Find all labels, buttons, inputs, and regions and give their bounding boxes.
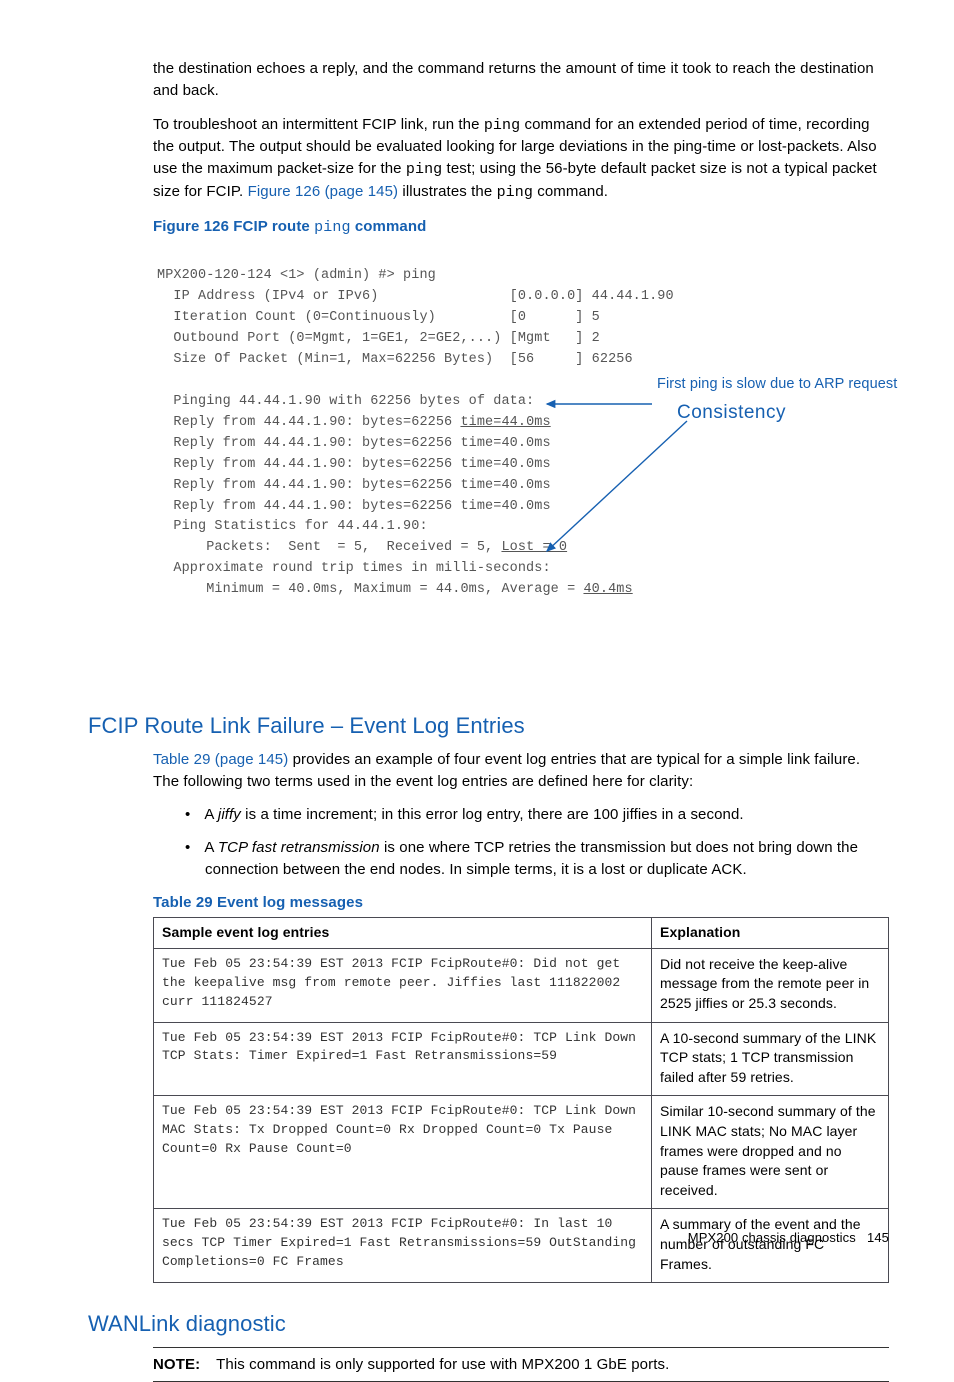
term-line: Reply from 44.44.1.90: bytes=62256 time=… <box>157 478 551 493</box>
sample-cell: Tue Feb 05 23:54:39 EST 2013 FCIP FcipRo… <box>154 1209 652 1283</box>
caption-text: Figure 126 FCIP route <box>153 218 314 235</box>
annotation-arrows <box>527 371 827 591</box>
term-line: MPX200-120-124 <1> (admin) #> ping <box>157 268 436 283</box>
page-number: 145 <box>867 1230 889 1245</box>
list-item: A jiffy is a time increment; in this err… <box>153 804 889 827</box>
table-29-link[interactable]: Table 29 (page 145) <box>153 751 288 768</box>
figure-126-caption: Figure 126 FCIP route ping command <box>153 218 889 236</box>
term-line: Packets: Sent = 5, Received = 5, <box>157 540 501 555</box>
text: illustrates the <box>398 183 496 200</box>
term-line: IP Address (IPv4 or IPv6) [0.0.0.0] 44.4… <box>157 289 674 304</box>
explanation-cell: A 10-second summary of the LINK TCP stat… <box>652 1022 889 1096</box>
term-blank <box>157 373 165 388</box>
intro-para-2: To troubleshoot an intermittent FCIP lin… <box>153 114 889 204</box>
terminal-output: MPX200-120-124 <1> (admin) #> ping IP Ad… <box>157 246 889 685</box>
term-line: Outbound Port (0=Mgmt, 1=GE1, 2=GE2,...)… <box>157 331 600 346</box>
term-jiffy: jiffy <box>218 806 241 823</box>
sample-cell: Tue Feb 05 23:54:39 EST 2013 FCIP FcipRo… <box>154 1022 652 1096</box>
table-row: Tue Feb 05 23:54:39 EST 2013 FCIP FcipRo… <box>154 948 889 1022</box>
col-sample: Sample event log entries <box>154 917 652 948</box>
text: To troubleshoot an intermittent FCIP lin… <box>153 116 484 133</box>
section-heading-wanlink: WANLink diagnostic <box>88 1311 889 1337</box>
term-line: Ping Statistics for 44.44.1.90: <box>157 519 428 534</box>
table-row: Tue Feb 05 23:54:39 EST 2013 FCIP FcipRo… <box>154 1209 889 1283</box>
caption-cmd: ping <box>314 219 350 236</box>
term-line: Reply from 44.44.1.90: bytes=62256 time=… <box>157 457 551 472</box>
table-29-caption: Table 29 Event log messages <box>153 894 889 911</box>
explanation-cell: Did not receive the keep-alive message f… <box>652 948 889 1022</box>
page-footer: MPX200 chassis diagnostics 145 <box>688 1230 889 1245</box>
definition-list: A jiffy is a time increment; in this err… <box>153 804 889 882</box>
ping-cmd: ping <box>484 117 520 134</box>
text: A <box>204 806 218 823</box>
ping-cmd: ping <box>406 161 442 178</box>
term-line: Reply from 44.44.1.90: bytes=62256 time=… <box>157 436 551 451</box>
footer-text: MPX200 chassis diagnostics <box>688 1230 856 1245</box>
term-line: Reply from 44.44.1.90: bytes=62256 <box>157 415 460 430</box>
term-line: Reply from 44.44.1.90: bytes=62256 time=… <box>157 499 551 514</box>
intro-para-1: the destination echoes a reply, and the … <box>153 58 889 102</box>
col-explanation: Explanation <box>652 917 889 948</box>
term-line: Minimum = 40.0ms, Maximum = 44.0ms, Aver… <box>157 582 583 597</box>
ping-cmd: ping <box>497 184 533 201</box>
term-line: Size Of Packet (Min=1, Max=62256 Bytes) … <box>157 352 633 367</box>
table-header-row: Sample event log entries Explanation <box>154 917 889 948</box>
text: is a time increment; in this error log e… <box>241 806 744 823</box>
note-text: This command is only supported for use w… <box>216 1356 669 1373</box>
explanation-cell: Similar 10-second summary of the LINK MA… <box>652 1096 889 1209</box>
sample-cell: Tue Feb 05 23:54:39 EST 2013 FCIP FcipRo… <box>154 1096 652 1209</box>
event-log-table: Sample event log entries Explanation Tue… <box>153 917 889 1283</box>
term-line: Pinging 44.44.1.90 with 62256 bytes of d… <box>157 394 534 409</box>
note-label: NOTE: <box>153 1356 200 1373</box>
caption-text: command <box>351 218 427 235</box>
term-tcp-fast-retrans: TCP fast retransmission <box>218 839 380 856</box>
table-row: Tue Feb 05 23:54:39 EST 2013 FCIP FcipRo… <box>154 1096 889 1209</box>
list-item: A TCP fast retransmission is one where T… <box>153 837 889 882</box>
text: command. <box>533 183 608 200</box>
page-content: the destination echoes a reply, and the … <box>153 58 889 1382</box>
term-line: Approximate round trip times in milli-se… <box>157 561 551 576</box>
section1-para: Table 29 (page 145) provides an example … <box>153 749 889 793</box>
section-heading-fcip: FCIP Route Link Failure – Event Log Entr… <box>88 713 889 739</box>
note-block: NOTE: This command is only supported for … <box>153 1347 889 1382</box>
text: A <box>204 839 218 856</box>
figure-126-link[interactable]: Figure 126 (page 145) <box>248 183 399 200</box>
term-line: Iteration Count (0=Continuously) [0 ] 5 <box>157 310 600 325</box>
explanation-cell: A summary of the event and the number of… <box>652 1209 889 1283</box>
table-row: Tue Feb 05 23:54:39 EST 2013 FCIP FcipRo… <box>154 1022 889 1096</box>
sample-cell: Tue Feb 05 23:54:39 EST 2013 FCIP FcipRo… <box>154 948 652 1022</box>
